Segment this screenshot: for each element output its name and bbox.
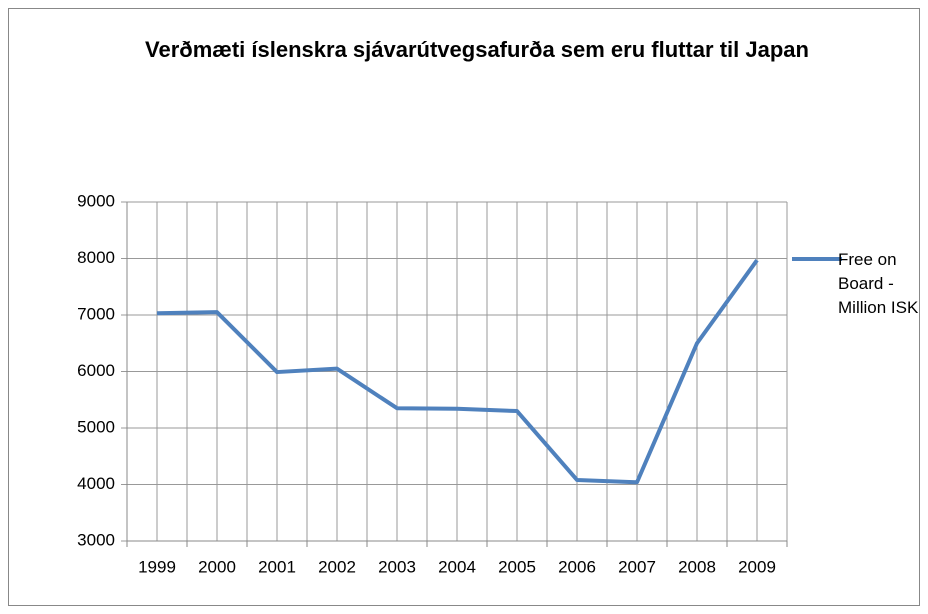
- x-tick-label: 2002: [318, 557, 356, 576]
- y-tick-label: 7000: [77, 304, 115, 323]
- y-tick-label: 9000: [77, 191, 115, 210]
- x-tick-label: 2006: [558, 557, 596, 576]
- x-tick-label: 2000: [198, 557, 236, 576]
- x-tick-label: 2007: [618, 557, 656, 576]
- data-line: [156, 259, 759, 485]
- y-tick-label: 8000: [77, 248, 115, 267]
- legend-label: Free on Board - Million ISK: [838, 250, 919, 317]
- y-tick-label: 3000: [77, 530, 115, 549]
- chart-title: Verðmæti íslenskra sjávarútvegsafurða se…: [145, 37, 809, 62]
- x-tick-label: 2008: [678, 557, 716, 576]
- x-tick-label: 2003: [378, 557, 416, 576]
- x-tick-label: 2001: [258, 557, 296, 576]
- y-tick-label: 4000: [77, 474, 115, 493]
- chart-border: [8, 8, 920, 606]
- x-tick-label: 2009: [738, 557, 776, 576]
- y-tick-label: 6000: [77, 361, 115, 380]
- x-tick-label: 2005: [498, 557, 536, 576]
- y-tick-label: 5000: [77, 417, 115, 436]
- x-tick-label: 1999: [138, 557, 176, 576]
- x-tick-label: 2004: [438, 557, 476, 576]
